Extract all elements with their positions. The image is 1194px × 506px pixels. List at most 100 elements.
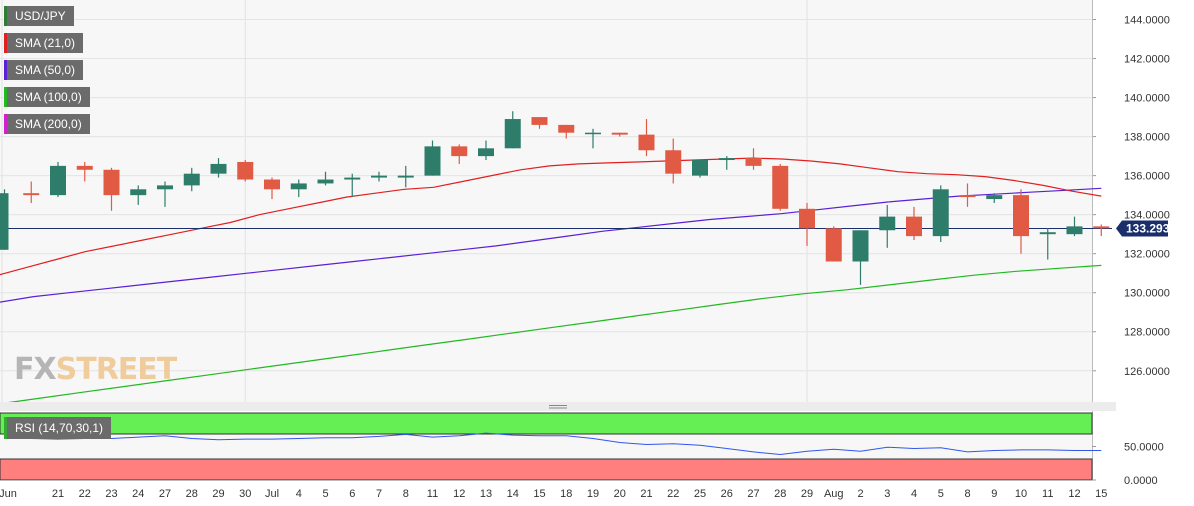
candle: [585, 128, 601, 149]
legend-sma50[interactable]: SMA (50,0): [4, 60, 84, 80]
candle-body: [264, 179, 280, 190]
candle-body: [772, 165, 789, 209]
candle: [290, 179, 307, 198]
candle-body: [879, 216, 896, 231]
x-tick-label: 14: [507, 488, 519, 500]
y-tick-label: 128.0000: [1124, 327, 1170, 339]
candle-body: [825, 228, 842, 262]
x-tick-label: 12: [453, 488, 465, 500]
candle-body: [237, 161, 254, 180]
candle-body: [799, 208, 815, 229]
legend-label: SMA (50,0): [15, 63, 76, 77]
candle-body: [157, 185, 173, 190]
x-tick-label: 18: [560, 488, 572, 500]
x-tick-label: 6: [349, 488, 355, 500]
x-tick-label: 5: [938, 488, 944, 500]
legend-label: USD/JPY: [15, 9, 66, 23]
candle: [210, 158, 227, 178]
main-plot-area: [0, 0, 1092, 402]
candle-body: [478, 148, 494, 157]
panel-divider[interactable]: [0, 402, 1116, 411]
y-tick-label: 130.0000: [1124, 288, 1170, 300]
candle-body: [130, 189, 147, 196]
x-tick-label: 21: [52, 488, 64, 500]
x-tick-label: 5: [322, 488, 328, 500]
x-tick-label: 15: [533, 488, 545, 500]
candle-body: [183, 173, 200, 186]
candle: [852, 230, 869, 285]
candle: [371, 171, 387, 182]
rsi-legend-label: RSI (14,70,30,1): [15, 421, 104, 435]
logo-fx: FX: [14, 352, 57, 387]
candle: [0, 189, 9, 250]
rsi-oversold-zone: [0, 458, 1093, 481]
sma100-line: [0, 264, 1102, 405]
candle: [745, 148, 762, 170]
candles: [0, 111, 1110, 285]
sma50-line: [0, 187, 1102, 303]
candle: [397, 165, 414, 188]
candle-body: [745, 158, 762, 166]
x-tick-label: 12: [1068, 488, 1080, 500]
last-price-tag: 133.2930: [1116, 220, 1176, 237]
candle: [264, 177, 280, 200]
candle: [451, 144, 468, 164]
x-tick-label: 28: [186, 488, 198, 500]
x-tick-label: 2: [857, 488, 863, 500]
candle-body: [665, 150, 682, 174]
candle: [558, 124, 575, 139]
x-tick-label: 30: [239, 488, 251, 500]
candle-body: [638, 134, 655, 151]
x-tick-label: 15: [1095, 488, 1107, 500]
x-tick-label: 22: [667, 488, 679, 500]
legend-sma21[interactable]: SMA (21,0): [4, 33, 84, 53]
x-tick-label: 8: [403, 488, 409, 500]
legend-label: SMA (200,0): [15, 117, 82, 131]
x-tick-label: 29: [212, 488, 224, 500]
x-tick-label: 28: [774, 488, 786, 500]
fxstreet-logo: FXSTREET: [14, 352, 177, 387]
candle-body: [986, 195, 1003, 200]
x-tick-label: 24: [132, 488, 144, 500]
candle: [478, 140, 494, 161]
candle-body: [906, 216, 922, 237]
x-tick-label: 21: [640, 488, 652, 500]
x-tick-label: 25: [694, 488, 706, 500]
candle: [1093, 224, 1110, 237]
candle-body: [50, 165, 66, 196]
y-tick-label: 136.0000: [1124, 171, 1170, 183]
x-tick-label: 26: [721, 488, 733, 500]
candle: [103, 167, 120, 211]
candle-body: [959, 195, 976, 198]
candle-body: [317, 179, 334, 184]
candle-body: [1066, 226, 1083, 235]
rsi-tick-label: 50.0000: [1124, 442, 1164, 454]
x-tick-label: Jul: [265, 488, 279, 500]
candle: [157, 181, 173, 207]
x-tick-label: Aug: [824, 488, 844, 500]
candle: [906, 206, 922, 241]
candle: [959, 183, 976, 207]
candle: [531, 117, 548, 129]
x-tick-label: 27: [747, 488, 759, 500]
candle-body: [210, 163, 227, 174]
candle-body: [611, 132, 628, 135]
legend-usdjpy[interactable]: USD/JPY: [4, 6, 74, 26]
x-axis-labels: Jun 21 22 23 24 27 28 29 30 Jul 4 5 6 7 8 11 12 13 14 15 18 1…: [0, 480, 1107, 500]
candle: [718, 156, 735, 170]
rsi-panel: 50.0000 0.0000: [0, 412, 1164, 487]
y-axis-labels: 144.0000 142.0000 140.0000 138.0000 136.0000…: [1124, 15, 1170, 378]
last-price-label: 133.2930: [1126, 221, 1176, 235]
candle-body: [424, 146, 441, 176]
legend-sma100[interactable]: SMA (100,0): [4, 87, 90, 107]
candle-body: [103, 169, 120, 196]
x-tick-label: 8: [964, 488, 970, 500]
legend-sma200[interactable]: SMA (200,0): [4, 114, 90, 134]
legend-rsi[interactable]: RSI (14,70,30,1): [4, 417, 112, 439]
candle-body: [718, 158, 735, 161]
x-tick-label: Jun: [0, 488, 17, 500]
candle-body: [1093, 226, 1110, 229]
candle: [1013, 189, 1029, 254]
legend-label: SMA (21,0): [15, 36, 76, 50]
